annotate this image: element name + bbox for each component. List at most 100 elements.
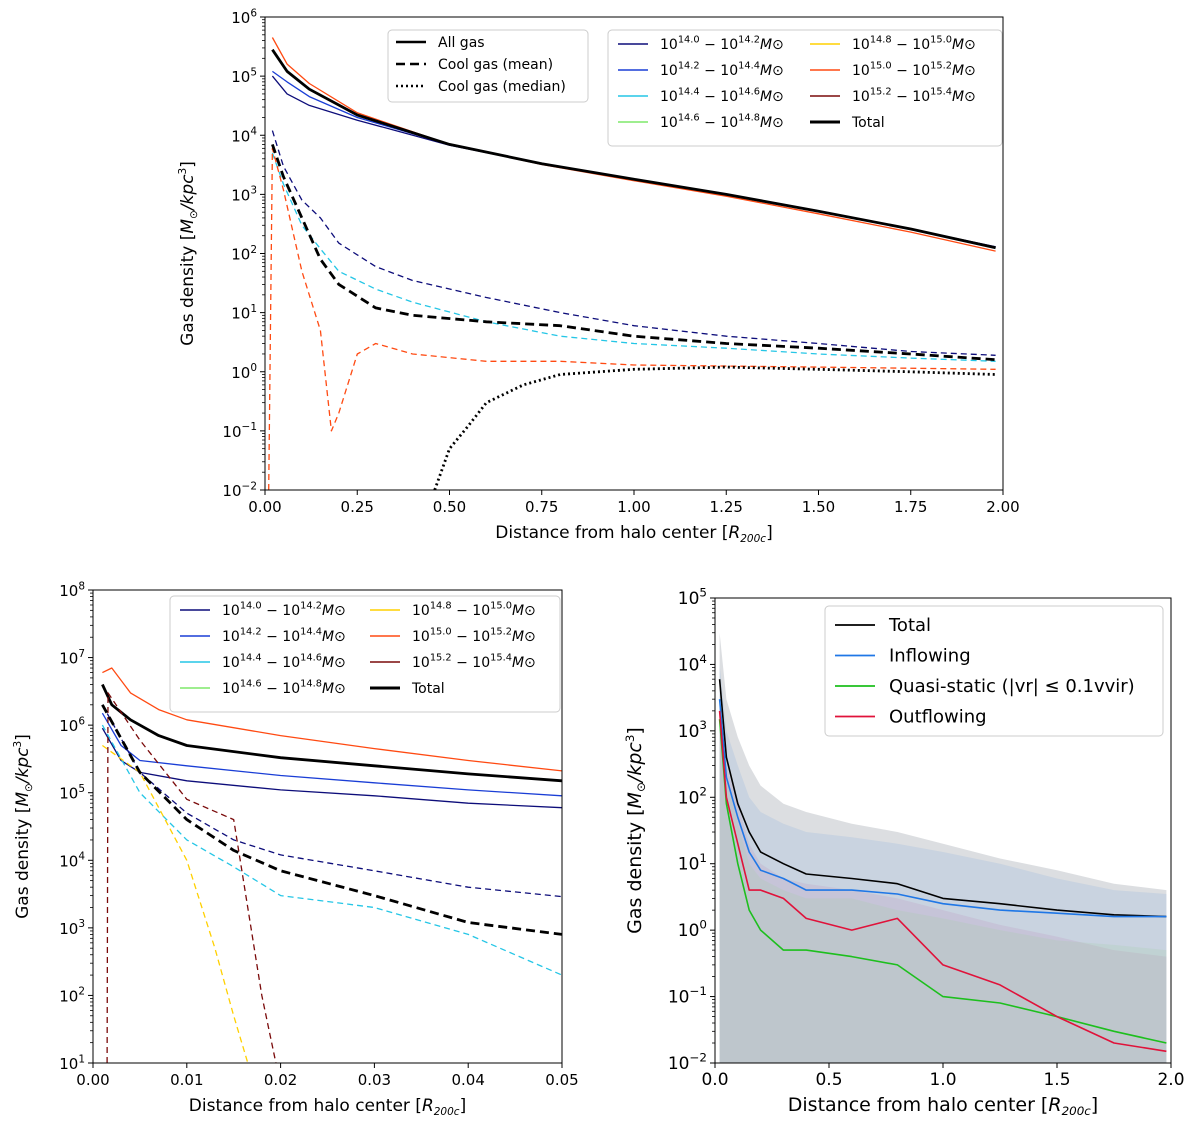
series-line-3 (271, 48, 996, 250)
y-tick-label-1: 10−1 (222, 421, 257, 441)
series-line-5 (101, 724, 562, 976)
x-tick-label-3: 0.75 (525, 498, 558, 516)
x-tick-label-4: 0.04 (451, 1071, 484, 1089)
flow-legend-label-3: Outflowing (889, 707, 987, 728)
mass-legend-bl-label-6: 1015.2 − 1015.4M⊙ (412, 653, 536, 671)
y-tick-label-4: 102 (678, 785, 707, 809)
style-legend-label-0: All gas (438, 35, 485, 51)
series-line-5 (271, 152, 996, 362)
y-tick-label-4: 105 (59, 783, 85, 803)
series-line-0 (102, 667, 562, 772)
x-tick-label-1: 0.5 (815, 1070, 842, 1090)
y-tick-label-5: 106 (59, 715, 85, 735)
style-legend-label-2: Cool gas (median) (438, 79, 566, 95)
x-axis-label: Distance from halo center [R200c] (495, 523, 772, 545)
x-tick-label-4: 1.00 (617, 498, 650, 516)
series-group (268, 37, 996, 490)
series-line-2 (101, 712, 562, 797)
x-axis-label: Distance from halo center [R200c] (189, 1096, 466, 1118)
series-line-1 (101, 683, 562, 783)
mass-legend-top-label-2: 1014.4 − 1014.6M⊙ (660, 87, 784, 105)
mass-legend-bl-label-1: 1014.2 − 1014.4M⊙ (222, 627, 346, 645)
mass-legend-bl-label-0: 1014.0 − 1014.2M⊙ (222, 601, 346, 619)
x-tick-label-0: 0.00 (248, 498, 281, 516)
series-line-3 (718, 710, 1167, 1053)
mass-legend-top-label-6: 1015.2 − 1015.4M⊙ (852, 87, 976, 105)
flow-legend-label-1: Inflowing (889, 646, 971, 667)
x-tick-label-8: 2.00 (986, 498, 1019, 516)
y-tick-label-6: 104 (678, 652, 707, 676)
mass-legend-bl-frame (169, 595, 561, 713)
mass-legend-top-label-4: 1014.8 − 1015.0M⊙ (852, 35, 976, 53)
plot-frame (92, 589, 563, 1064)
series-line-6 (102, 744, 249, 1063)
flow-legend-frame (824, 605, 1164, 737)
band-3 (719, 710, 1167, 1063)
band-2 (719, 699, 1167, 1063)
x-tick-label-4: 2.0 (1157, 1070, 1184, 1090)
series-line-7 (271, 143, 996, 362)
panel-bottom-right-chart: 0.0 0.5 1.0 1.5 2.0 10−2 10−1 100 101 102 103 104 10… (623, 585, 1185, 1118)
y-tick-label-7: 105 (678, 585, 707, 609)
band-0 (719, 632, 1167, 1063)
y-tick-label-1: 102 (59, 986, 85, 1006)
series-line-4 (101, 704, 562, 898)
x-tick-label-2: 1.0 (929, 1070, 956, 1090)
style-legend-label-1: Cool gas (mean) (438, 57, 553, 73)
mass-legend-bl-label-3: 1014.6 − 1014.8M⊙ (222, 679, 346, 697)
mass-legend-bl-label-4: 1014.8 − 1015.0M⊙ (412, 601, 536, 619)
y-tick-label-7: 105 (231, 66, 257, 86)
mass-legend-bl-label-5: 1015.0 − 1015.2M⊙ (412, 627, 536, 645)
y-tick-label-0: 10−2 (668, 1050, 707, 1074)
y-tick-label-6: 104 (231, 126, 257, 146)
y-axis-label: Gas density [M⊙/kpc3] (12, 734, 35, 919)
series-group (101, 667, 562, 1063)
mass-legend-top-label-0: 1014.0 − 1014.2M⊙ (660, 35, 784, 53)
series-line-7 (106, 692, 277, 1063)
y-tick-label-4: 102 (231, 244, 257, 264)
x-tick-label-3: 0.03 (358, 1071, 391, 1089)
series-line-2 (718, 719, 1167, 1044)
y-tick-label-2: 100 (678, 917, 707, 941)
x-tick-label-5: 1.25 (710, 498, 743, 516)
series-line-0 (718, 679, 1167, 918)
y-tick-label-3: 104 (59, 851, 85, 871)
panel-bottom-left-chart: 0.00 0.01 0.02 0.03 0.04 0.05 101 102 103 104 105 1… (12, 580, 579, 1118)
series-line-1 (718, 699, 1167, 918)
y-axis-label: Gas density [M⊙/kpc3] (177, 161, 200, 346)
y-tick-label-8: 106 (231, 7, 257, 27)
flow-legend-label-2: Quasi-static (|vr| ≤ 0.1vvir) (889, 676, 1135, 697)
mass-legend-top-label-3: 1014.6 − 1014.8M⊙ (660, 113, 784, 131)
band-1 (719, 664, 1167, 1063)
series-group (718, 679, 1167, 1053)
x-tick-label-1: 0.25 (341, 498, 374, 516)
x-tick-label-6: 1.50 (802, 498, 835, 516)
mass-legend-bl-label-2: 1014.4 − 1014.6M⊙ (222, 653, 346, 671)
y-tick-label-7: 108 (59, 580, 85, 600)
x-tick-label-1: 0.01 (170, 1071, 203, 1089)
y-tick-label-2: 103 (59, 918, 85, 938)
mass-legend-top-frame (607, 29, 1003, 147)
mass-legend-top-label-7: Total (851, 115, 885, 131)
mass-legend-top-label-1: 1014.2 − 1014.4M⊙ (660, 61, 784, 79)
x-tick-label-2: 0.02 (264, 1071, 297, 1089)
x-tick-label-3: 1.5 (1043, 1070, 1070, 1090)
x-tick-label-7: 1.75 (894, 498, 927, 516)
y-axis-label: Gas density [M⊙/kpc3] (623, 727, 648, 934)
y-tick-label-3: 101 (231, 303, 257, 323)
style-legend-frame (387, 29, 589, 103)
y-tick-label-0: 101 (59, 1053, 85, 1073)
y-tick-label-2: 100 (231, 362, 257, 382)
y-tick-label-3: 101 (678, 851, 707, 875)
x-tick-label-0: 0.0 (701, 1070, 728, 1090)
flow-legend-label-0: Total (888, 615, 931, 636)
panel-top-chart: 0.00 0.25 0.50 0.75 1.00 1.25 1.50 1.75 2.00 10−2… (177, 7, 1020, 545)
mass-legend-bl-label-7: Total (411, 681, 445, 697)
y-tick-label-0: 10−2 (222, 480, 257, 500)
x-axis-label: Distance from halo center [R200c] (788, 1094, 1098, 1118)
x-tick-label-0: 0.00 (76, 1071, 109, 1089)
y-tick-label-6: 107 (59, 648, 85, 668)
series-line-3 (101, 727, 562, 809)
x-tick-label-2: 0.50 (433, 498, 466, 516)
